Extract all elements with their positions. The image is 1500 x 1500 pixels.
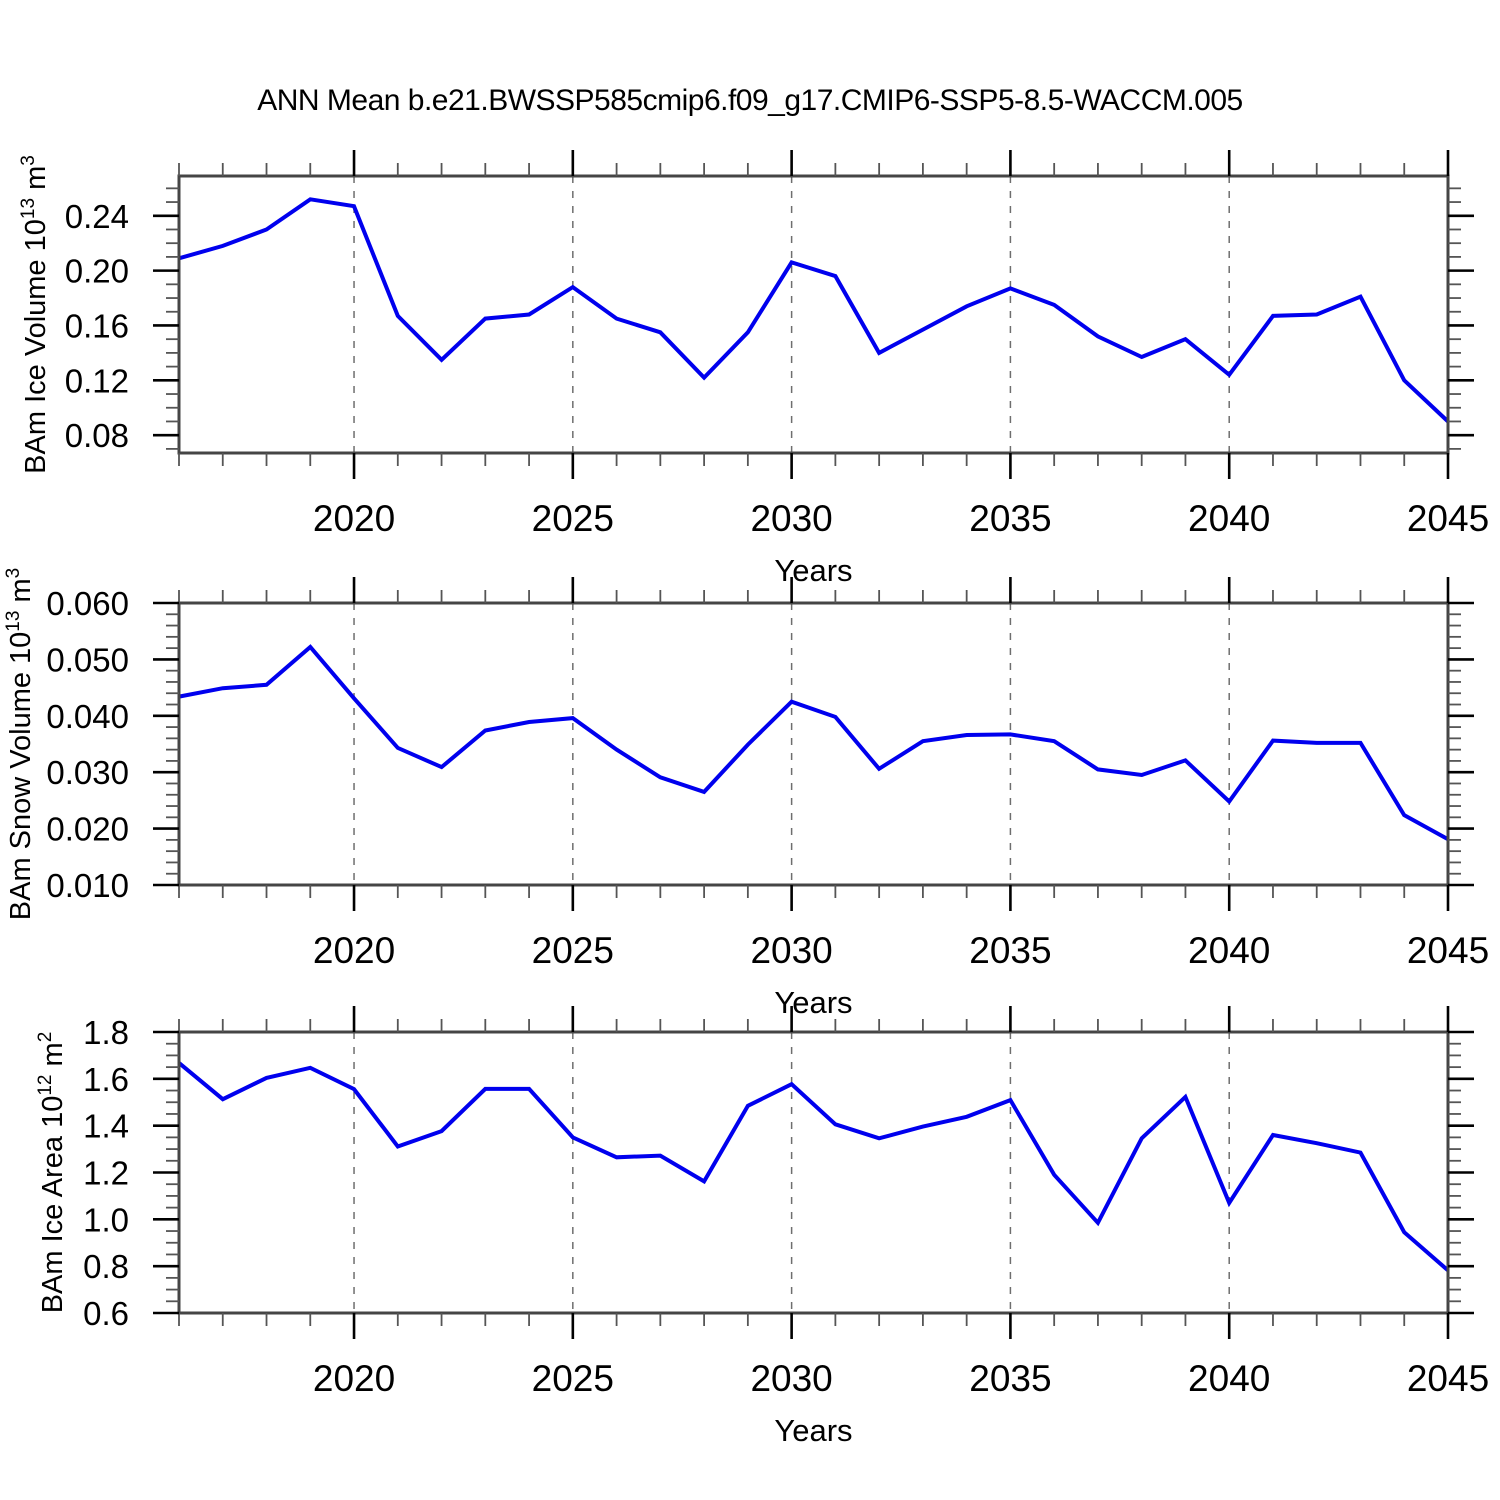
y-tick-label: 1.2 (83, 1155, 129, 1192)
y-tick-label: 1.4 (83, 1108, 129, 1145)
x-axis-title: Years (774, 553, 852, 588)
y-tick-label: 0.16 (65, 307, 129, 344)
y-tick-label: 0.030 (46, 754, 129, 791)
ice-volume-line (178, 197, 1450, 423)
y-tick-label: 0.060 (46, 585, 129, 622)
x-tick-label: 2035 (969, 498, 1051, 539)
x-tick-label: 2040 (1188, 1358, 1270, 1399)
snow-volume-line (178, 644, 1449, 842)
y-axis-title: BAm Ice Volume 1013 m3 (18, 155, 52, 474)
y-tick-label: 0.040 (46, 698, 129, 735)
y-tick-label: 0.010 (46, 867, 129, 904)
ice-area-border (177, 1030, 1450, 1315)
x-tick-label: 2045 (1407, 930, 1489, 971)
y-tick-label: 0.20 (65, 253, 129, 290)
x-tick-label: 2025 (532, 1358, 614, 1399)
x-tick-label: 2040 (1188, 498, 1270, 539)
x-tick-label: 2020 (313, 1358, 395, 1399)
x-tick-label: 2030 (750, 1358, 832, 1399)
x-tick-label: 2035 (969, 930, 1051, 971)
ice-volume-gridlines (353, 176, 1230, 453)
x-tick-label: 2045 (1407, 498, 1489, 539)
y-tick-label: 0.08 (65, 417, 129, 454)
y-tick-label: 0.8 (83, 1248, 129, 1285)
snow-volume-border (177, 601, 1450, 887)
x-axis-title: Years (774, 1413, 852, 1448)
y-tick-label: 1.8 (83, 1014, 129, 1051)
y-tick-label: 0.020 (46, 811, 129, 848)
x-tick-label: 2025 (532, 498, 614, 539)
panel-ice-area: 1.8 1.6 1.4 1.2 1.0 0.8 0.6 2020 2025 2030 2035 204… (35, 1006, 1489, 1448)
x-tick-label: 2040 (1188, 930, 1270, 971)
y-tick-label: 0.12 (65, 362, 129, 399)
ice-volume-ticks (153, 150, 1474, 479)
y-tick-label: 0.050 (46, 641, 129, 678)
snow-volume-ticks (153, 577, 1474, 911)
ice-volume-border (177, 174, 1450, 455)
chart-title: ANN Mean b.e21.BWSSP585cmip6.f09_g17.CMI… (257, 84, 1243, 117)
snow-volume-gridlines (353, 603, 1230, 885)
x-tick-label: 2045 (1407, 1358, 1489, 1399)
panel-snow-volume: 0.060 0.050 0.040 0.030 0.020 0.010 2020 2025 20… (3, 568, 1489, 1020)
ice-area-gridlines (353, 1032, 1230, 1313)
y-axis-title: BAm Snow Volume 1013 m3 (3, 568, 37, 920)
x-tick-label: 2020 (313, 498, 395, 539)
y-axis-title: BAm Ice Area 1012 m2 (35, 1032, 69, 1314)
x-axis-title: Years (774, 985, 852, 1020)
y-tick-label: 0.24 (65, 198, 129, 235)
y-tick-label: 1.6 (83, 1061, 129, 1098)
x-tick-label: 2025 (532, 930, 614, 971)
panel-ice-volume: 0.24 0.20 0.16 0.12 0.08 2020 2025 2030 2035 2040… (18, 150, 1489, 588)
x-tick-label: 2030 (750, 930, 832, 971)
y-tick-label: 0.6 (83, 1295, 129, 1332)
ice-area-ticks (153, 1006, 1474, 1339)
x-tick-label: 2035 (969, 1358, 1051, 1399)
y-tick-label: 1.0 (83, 1201, 129, 1238)
ice-area-line (177, 1061, 1450, 1272)
x-tick-label: 2030 (750, 498, 832, 539)
x-tick-label: 2020 (313, 930, 395, 971)
